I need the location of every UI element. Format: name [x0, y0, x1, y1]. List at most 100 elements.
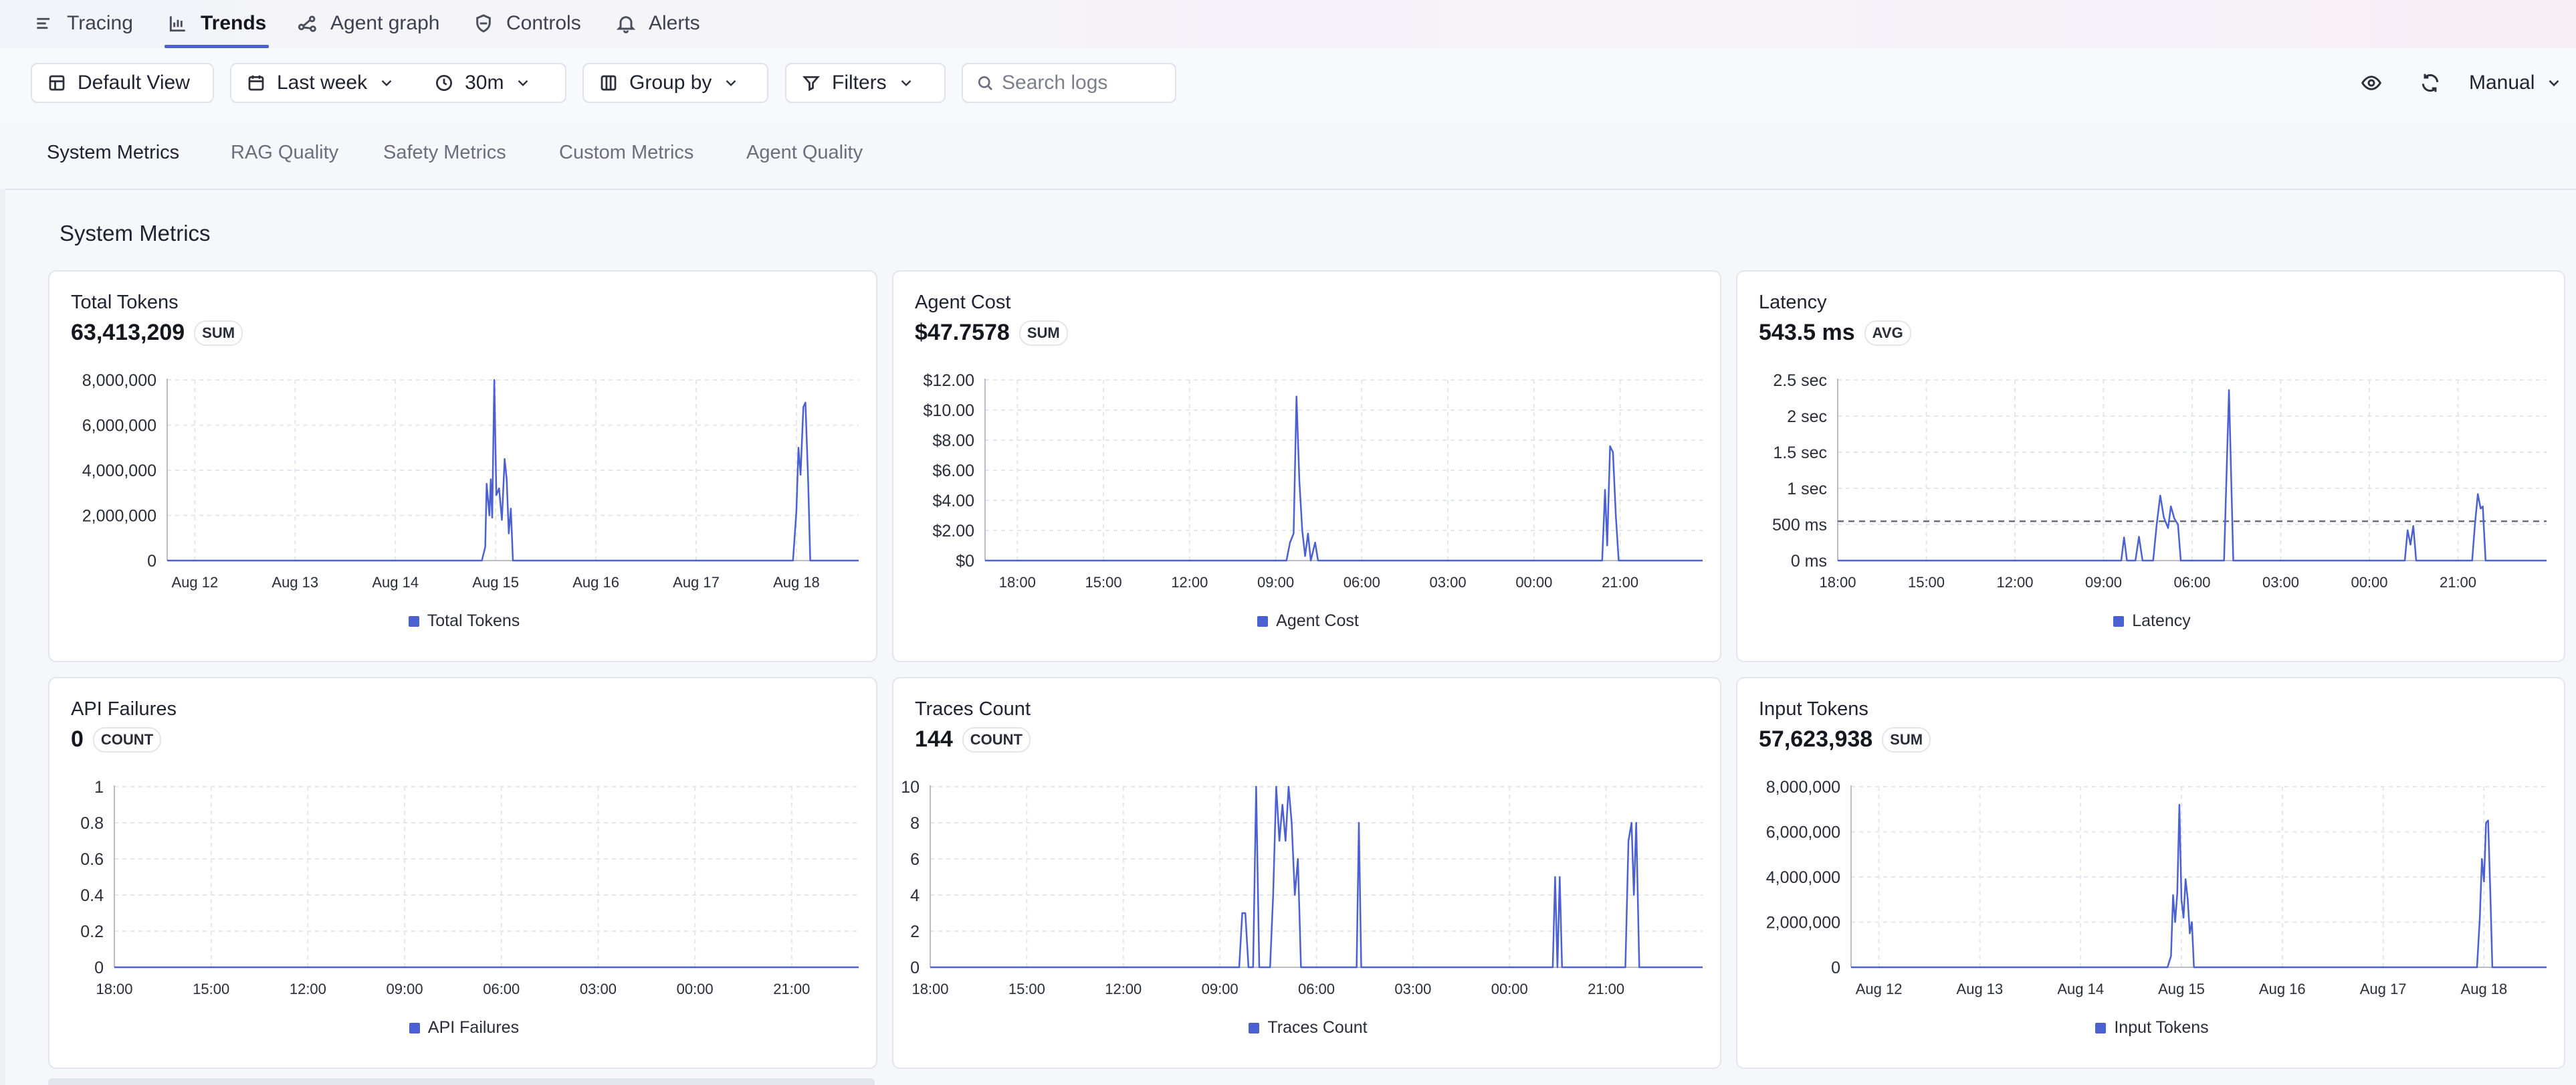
date-range-select[interactable]: Last week: [231, 64, 410, 102]
y-tick-label: 2,000,000: [82, 507, 156, 526]
aggregation-badge: AVG: [1864, 320, 1911, 346]
chart-legend[interactable]: Traces Count: [893, 1018, 1723, 1038]
aggregation-badge: SUM: [1882, 726, 1931, 753]
nav-tab-trends[interactable]: Trends: [164, 0, 270, 48]
x-tick-label: 18:00: [911, 981, 948, 997]
y-tick-label: $8.00: [932, 431, 974, 450]
tab-agent-quality[interactable]: Agent Quality: [746, 142, 863, 163]
nav-tab-label: Agent graph: [330, 12, 440, 34]
legend-swatch: [2095, 1022, 2107, 1033]
chevron-down-icon: [726, 80, 736, 86]
search-icon: [978, 76, 992, 90]
nav-tab-controls[interactable]: Controls: [473, 0, 581, 47]
visibility-button[interactable]: [2361, 72, 2385, 96]
tab-rag-quality[interactable]: RAG Quality: [231, 142, 339, 163]
metric-card-total-tokens: Total Tokens 63,413,209 SUM 0 2,000,000 4,0…: [48, 270, 877, 662]
bell-icon: [616, 16, 636, 33]
tab-safety-metrics[interactable]: Safety Metrics: [383, 142, 506, 163]
x-tick-label: 18:00: [999, 574, 1036, 591]
tab-custom-metrics[interactable]: Custom Metrics: [559, 142, 694, 163]
x-tick-label: 00:00: [1515, 574, 1552, 591]
chart-legend[interactable]: Total Tokens: [49, 611, 879, 631]
chart-api-failures: 0 0.2 0.4 0.6 0.8 1 18:00 15:00 12:00 09:00 06:00 0…: [80, 778, 859, 997]
card-value: 57,623,938 SUM: [1759, 726, 1931, 753]
x-tick-label: 21:00: [773, 981, 810, 997]
refresh-mode-select[interactable]: Manual: [2469, 64, 2563, 102]
y-tick-label: 0.4: [80, 886, 104, 905]
chart-legend[interactable]: Agent Cost: [893, 611, 1723, 631]
card-number: 57,623,938: [1759, 726, 1873, 752]
shield-icon: [476, 14, 491, 33]
nav-tab-alerts[interactable]: Alerts: [615, 0, 700, 47]
interval-select[interactable]: 30m: [421, 64, 545, 102]
card-title: Latency: [1759, 292, 1827, 313]
x-tick-label: Aug 13: [272, 574, 318, 591]
card-value: 0 COUNT: [71, 726, 162, 753]
y-tick-label: 0: [910, 959, 920, 977]
chevron-down-icon: [2549, 80, 2559, 87]
filters-label: Filters: [832, 72, 887, 94]
chart-legend[interactable]: Latency: [1737, 611, 2567, 631]
chart-agent-cost: $0 $2.00 $4.00 $6.00 $8.00 $10.00 $12.00 18:00 1…: [924, 371, 1703, 591]
x-tick-label: Aug 16: [2259, 981, 2306, 997]
legend-label: Input Tokens: [2114, 1018, 2209, 1037]
search-input[interactable]: Search logs: [962, 63, 1176, 103]
calendar-icon: [248, 75, 264, 91]
x-tick-label: 21:00: [2440, 574, 2476, 591]
chart-legend[interactable]: API Failures: [49, 1018, 879, 1038]
x-tick-label: 18:00: [96, 981, 132, 997]
y-tick-label: 8,000,000: [1766, 778, 1840, 797]
card-title: Total Tokens: [71, 292, 179, 313]
x-tick-label: 09:00: [2085, 574, 2122, 591]
y-tick-label: 6: [910, 850, 920, 869]
x-tick-label: Aug 12: [171, 574, 218, 591]
series-line: [1851, 803, 2547, 969]
filters-button[interactable]: Filters: [785, 63, 946, 103]
tab-system-metrics[interactable]: System Metrics: [47, 142, 180, 163]
aggregation-badge: SUM: [1018, 320, 1068, 346]
card-title: Input Tokens: [1759, 698, 1868, 720]
y-tick-label: 10: [901, 778, 920, 797]
y-tick-label: 4,000,000: [1766, 868, 1840, 887]
metric-card-input-tokens: Input Tokens 57,623,938 SUM 0 2,000,000 4,0…: [1736, 677, 2565, 1069]
content-edge: [0, 189, 5, 1085]
nav-tab-label: Alerts: [649, 12, 700, 34]
nav-tab-tracing[interactable]: Tracing: [33, 0, 133, 47]
refresh-button[interactable]: [2420, 72, 2444, 96]
card-number: 144: [915, 726, 953, 752]
x-tick-label: 03:00: [580, 981, 617, 997]
legend-label: Traces Count: [1267, 1018, 1368, 1037]
card-value: 144 COUNT: [915, 726, 1031, 753]
chevron-down-icon: [901, 80, 911, 86]
x-tick-label: Aug 13: [1957, 981, 2004, 997]
y-tick-label: 8,000,000: [82, 371, 156, 390]
legend-swatch: [408, 615, 419, 627]
legend-swatch: [1257, 615, 1269, 627]
y-tick-label: 4,000,000: [82, 462, 156, 480]
legend-swatch: [409, 1022, 420, 1033]
bar-chart-icon: [169, 16, 185, 32]
group-by-button[interactable]: Group by: [582, 63, 768, 103]
x-tick-label: Aug 15: [472, 574, 519, 591]
aggregation-badge: COUNT: [92, 726, 162, 753]
x-tick-label: 21:00: [1588, 981, 1624, 997]
default-view-button[interactable]: Default View: [31, 63, 214, 103]
y-tick-label: 6,000,000: [1766, 823, 1840, 842]
default-view-label: Default View: [78, 72, 190, 94]
y-tick-label: 8: [910, 814, 920, 833]
metric-card-traces-count: Traces Count 144 COUNT 0 2 4 6 8 10 18:00 15:00 1…: [892, 677, 1721, 1069]
card-number: 63,413,209: [71, 320, 185, 345]
card-value: 543.5 ms AVG: [1759, 320, 1911, 346]
y-tick-label: 2: [910, 922, 920, 941]
metric-tabs: System Metrics RAG Quality Safety Metric…: [0, 122, 2576, 190]
refresh-icon: [2422, 74, 2439, 92]
nav-tab-agent-graph[interactable]: Agent graph: [297, 0, 439, 47]
interval-label: 30m: [465, 72, 504, 94]
x-tick-label: 06:00: [1344, 574, 1380, 591]
aggregation-badge: COUNT: [962, 726, 1031, 753]
x-tick-label: Aug 17: [673, 574, 720, 591]
card-title: Traces Count: [915, 698, 1031, 720]
x-tick-label: 15:00: [1085, 574, 1122, 591]
chart-legend[interactable]: Input Tokens: [1737, 1018, 2567, 1038]
